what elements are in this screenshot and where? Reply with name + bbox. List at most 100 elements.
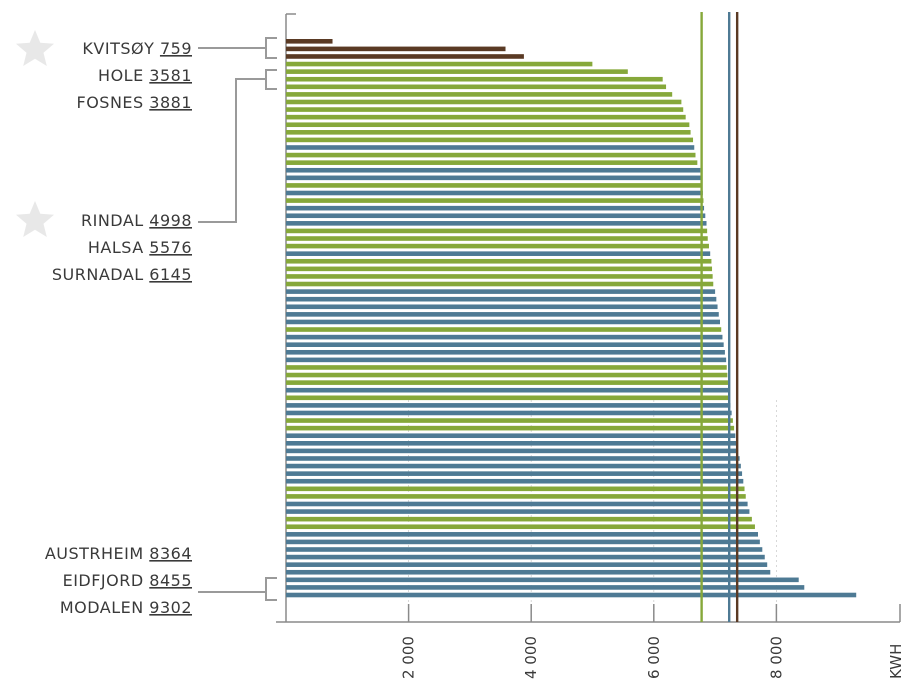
label-kvitsoy: KVITSØY 759: [82, 39, 192, 58]
label-rindal: RINDAL 4998: [81, 211, 192, 230]
bar-11: [286, 122, 690, 128]
bar-49: [286, 410, 732, 416]
bar-69: [286, 562, 768, 567]
label-modalen: MODALEN 9302: [60, 598, 192, 617]
bar-56: [286, 463, 741, 469]
bar-33: [286, 289, 716, 294]
bar-43: [286, 365, 727, 370]
x-tick-label-0: 2 000: [400, 636, 418, 679]
bar-37: [286, 319, 721, 325]
bar-17: [286, 167, 701, 173]
bar-58: [286, 478, 744, 484]
bar-9: [286, 107, 684, 112]
callout-connectors: [198, 37, 277, 601]
bar-67: [286, 547, 763, 552]
bar-53: [286, 441, 737, 446]
bar-70: [286, 569, 771, 575]
star-icon-top: [16, 30, 54, 66]
bar-18: [286, 175, 702, 181]
bar-29: [286, 258, 712, 264]
bar-15: [286, 152, 696, 158]
bar-23: [286, 213, 706, 219]
bar-41: [286, 349, 725, 355]
x-tick-label-2: 6 000: [645, 636, 663, 679]
bars: [286, 39, 857, 598]
bar-22: [286, 205, 705, 211]
bar-21: [286, 198, 704, 203]
label-eidfjord: EIDFJORD 8455: [63, 571, 192, 590]
bar-6: [286, 84, 667, 90]
bar-26: [286, 236, 708, 241]
star-icon-middle: [16, 201, 54, 237]
bar-25: [286, 228, 708, 234]
bar-7: [286, 92, 673, 97]
bar-57: [286, 471, 743, 476]
bar-48: [286, 403, 731, 408]
bar-39: [286, 334, 723, 340]
bar-8: [286, 99, 682, 105]
bar-40: [286, 342, 724, 347]
bar-1: [286, 46, 506, 52]
bar-14: [286, 145, 695, 150]
bar-12: [286, 130, 691, 135]
bar-68: [286, 554, 765, 560]
bar-60: [286, 494, 746, 499]
bar-61: [286, 501, 748, 507]
bar-54: [286, 448, 738, 454]
bar-2: [286, 54, 524, 59]
bar-46: [286, 387, 729, 393]
bar-72: [286, 585, 805, 590]
bar-35: [286, 304, 718, 310]
bar-16: [286, 160, 698, 165]
bar-31: [286, 274, 713, 279]
bar-30: [286, 266, 713, 272]
bracket-top: [265, 37, 277, 59]
bar-47: [286, 395, 730, 401]
x-ticks: 2 000 4 000 6 000 8 000: [400, 604, 785, 679]
reference-lines: [700, 12, 739, 622]
bar-50: [286, 418, 733, 423]
bar-71: [286, 577, 799, 583]
x-tick-label-1: 4 000: [522, 636, 540, 679]
bar-44: [286, 372, 728, 378]
bar-32: [286, 281, 714, 287]
bar-51: [286, 425, 735, 431]
bar-65: [286, 532, 759, 537]
bar-52: [286, 433, 736, 439]
bar-20: [286, 190, 703, 196]
axes: [276, 13, 901, 623]
bar-19: [286, 183, 703, 188]
label-surnadal: SURNADAL 6145: [52, 265, 192, 284]
bar-10: [286, 114, 686, 120]
bar-66: [286, 539, 760, 545]
bar-42: [286, 357, 727, 363]
bar-4: [286, 69, 628, 74]
bar-73: [286, 592, 857, 598]
bar-64: [286, 524, 755, 530]
bracket-second: [265, 69, 277, 90]
bar-0: [286, 39, 333, 44]
bar-13: [286, 137, 694, 143]
x-axis-unit-label: KWH: [887, 644, 904, 679]
bar-24: [286, 221, 707, 226]
bar-36: [286, 312, 719, 317]
bar-5: [286, 76, 663, 82]
bar-38: [286, 327, 722, 332]
bar-45: [286, 380, 728, 385]
label-halsa: HALSA 5576: [88, 238, 192, 257]
bar-63: [286, 516, 752, 522]
bracket-bottom: [265, 577, 277, 601]
x-tick-label-3: 8 000: [767, 636, 785, 679]
bar-34: [286, 296, 717, 302]
bar-55: [286, 456, 740, 461]
connector-rindal: [198, 78, 266, 223]
bar-27: [286, 243, 709, 249]
bar-3: [286, 61, 593, 67]
bar-28: [286, 251, 711, 256]
label-austrheim: AUSTRHEIM 8364: [45, 544, 192, 563]
label-hole: HOLE 3581: [98, 66, 192, 85]
label-fosnes: FOSNES 3881: [77, 93, 193, 112]
bar-62: [286, 509, 750, 514]
bar-59: [286, 486, 745, 492]
